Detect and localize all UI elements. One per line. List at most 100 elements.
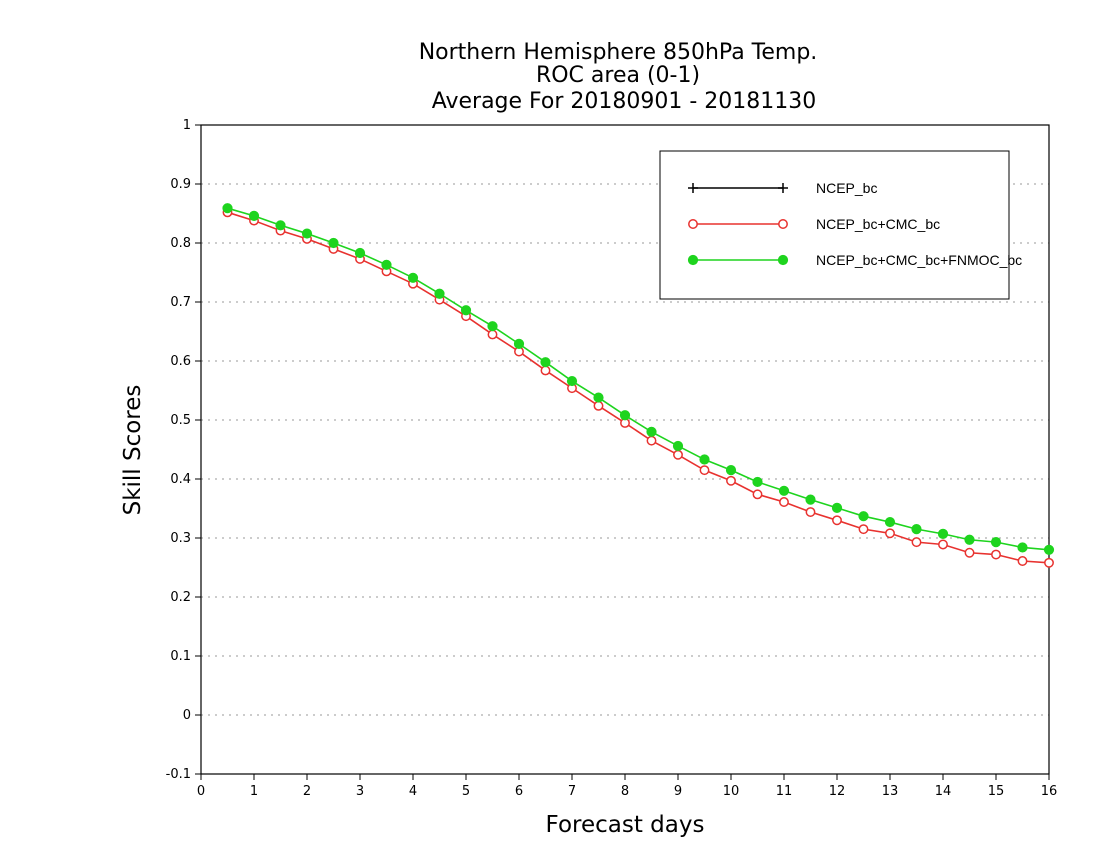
data-point bbox=[858, 511, 869, 522]
x-tick-label: 16 bbox=[1041, 784, 1058, 799]
y-tick-label: 0.7 bbox=[170, 295, 191, 310]
data-point bbox=[937, 528, 949, 539]
data-point bbox=[1043, 544, 1055, 555]
x-tick-label: 3 bbox=[356, 784, 364, 799]
data-point bbox=[779, 497, 789, 507]
x-tick-label: 1 bbox=[250, 784, 258, 799]
data-point bbox=[301, 228, 313, 239]
data-point bbox=[275, 220, 286, 231]
data-point bbox=[487, 329, 498, 340]
chart-title-line-2: ROC area (0-1) bbox=[536, 63, 700, 88]
data-point bbox=[990, 537, 1002, 548]
series-2 bbox=[222, 203, 1055, 555]
x-tick-label: 13 bbox=[882, 784, 899, 799]
data-series bbox=[222, 203, 1055, 568]
data-point bbox=[911, 537, 922, 548]
data-point bbox=[672, 440, 684, 452]
data-point bbox=[778, 485, 790, 496]
y-tick-label: 0.8 bbox=[170, 236, 191, 251]
data-point bbox=[540, 365, 551, 376]
legend-label: NCEP_bc+CMC_bc+FNMOC_bc bbox=[816, 252, 1022, 268]
chart-title: Northern Hemisphere 850hPa Temp. ROC are… bbox=[419, 40, 818, 114]
data-point bbox=[1044, 557, 1054, 568]
data-point bbox=[726, 475, 736, 486]
data-point bbox=[673, 449, 683, 460]
legend-entries: NCEP_bc NCEP_bc+CMC_bc NCEP_bc+CMC_bc+FNMO… bbox=[687, 180, 1022, 268]
x-tick-label: 10 bbox=[723, 784, 740, 799]
legend-label: NCEP_bc+CMC_bc bbox=[816, 216, 940, 232]
data-point bbox=[407, 272, 419, 283]
x-tick-label: 11 bbox=[776, 784, 793, 799]
data-point bbox=[1017, 542, 1028, 553]
y-axis-label: Skill Scores bbox=[120, 385, 146, 516]
data-point bbox=[938, 539, 948, 550]
legend-marker bbox=[778, 183, 788, 193]
data-point bbox=[460, 305, 472, 316]
legend-marker bbox=[778, 219, 788, 229]
legend-marker bbox=[688, 219, 698, 229]
y-tick-label: 0.1 bbox=[170, 649, 191, 664]
x-tick-label: 7 bbox=[568, 784, 576, 799]
x-tick-label: 8 bbox=[621, 784, 629, 799]
x-tick-label: 4 bbox=[409, 784, 417, 799]
y-tick-label: 0.5 bbox=[170, 413, 191, 428]
data-point bbox=[884, 516, 896, 528]
data-point bbox=[513, 338, 525, 349]
data-point bbox=[222, 203, 233, 214]
x-tick-label: 2 bbox=[303, 784, 311, 799]
data-point bbox=[805, 494, 816, 505]
chart-title-line-3: Average For 20180901 - 20181130 bbox=[432, 89, 817, 114]
data-point bbox=[991, 549, 1001, 560]
data-point bbox=[699, 454, 710, 465]
axis-ticks: -0.100.10.20.30.40.50.60.70.80.910 1 2 3 4 5 6… bbox=[166, 118, 1058, 799]
legend-marker bbox=[777, 254, 789, 266]
data-point bbox=[752, 489, 763, 500]
data-point bbox=[354, 247, 366, 259]
data-point bbox=[725, 465, 737, 476]
data-point bbox=[540, 357, 551, 368]
data-point bbox=[885, 528, 895, 539]
y-tick-label: 0 bbox=[183, 708, 191, 723]
data-point bbox=[593, 392, 604, 403]
x-tick-label: 15 bbox=[988, 784, 1005, 799]
legend-entry: NCEP_bc+CMC_bc bbox=[688, 216, 940, 232]
x-tick-label: 12 bbox=[829, 784, 846, 799]
data-point bbox=[964, 534, 975, 545]
y-tick-label: 0.4 bbox=[170, 472, 191, 487]
data-point bbox=[646, 426, 657, 437]
x-tick-label: 0 bbox=[197, 784, 205, 799]
data-point bbox=[805, 507, 816, 517]
legend-label: NCEP_bc bbox=[816, 180, 877, 196]
y-tick-label: -0.1 bbox=[166, 767, 191, 782]
legend: NCEP_bc NCEP_bc+CMC_bc NCEP_bc+CMC_bc+FNMO… bbox=[659, 150, 1022, 300]
gridlines bbox=[201, 183, 1049, 716]
data-point bbox=[1017, 556, 1028, 566]
data-point bbox=[646, 435, 657, 446]
data-point bbox=[858, 524, 869, 535]
data-point bbox=[487, 321, 498, 332]
x-tick-label: 6 bbox=[515, 784, 523, 799]
legend-marker bbox=[688, 183, 698, 193]
y-tick-label: 0.2 bbox=[170, 590, 191, 605]
data-point bbox=[248, 210, 260, 221]
y-tick-label: 1 bbox=[183, 118, 191, 133]
series-1 bbox=[222, 207, 1054, 568]
data-point bbox=[566, 375, 578, 387]
y-tick-label: 0.9 bbox=[170, 177, 191, 192]
y-tick-label: 0.6 bbox=[170, 354, 191, 369]
x-tick-label: 5 bbox=[462, 784, 470, 799]
x-tick-label: 14 bbox=[935, 784, 952, 799]
legend-box bbox=[659, 150, 1010, 300]
data-point bbox=[831, 502, 843, 514]
data-point bbox=[593, 400, 604, 411]
data-point bbox=[832, 515, 842, 526]
data-point bbox=[964, 547, 975, 558]
data-point bbox=[619, 410, 631, 421]
data-point bbox=[328, 237, 339, 249]
y-tick-label: 0.3 bbox=[170, 531, 191, 546]
data-point bbox=[699, 465, 710, 476]
x-tick-label: 9 bbox=[674, 784, 682, 799]
data-point bbox=[381, 259, 392, 270]
legend-entry: NCEP_bc bbox=[688, 180, 877, 196]
